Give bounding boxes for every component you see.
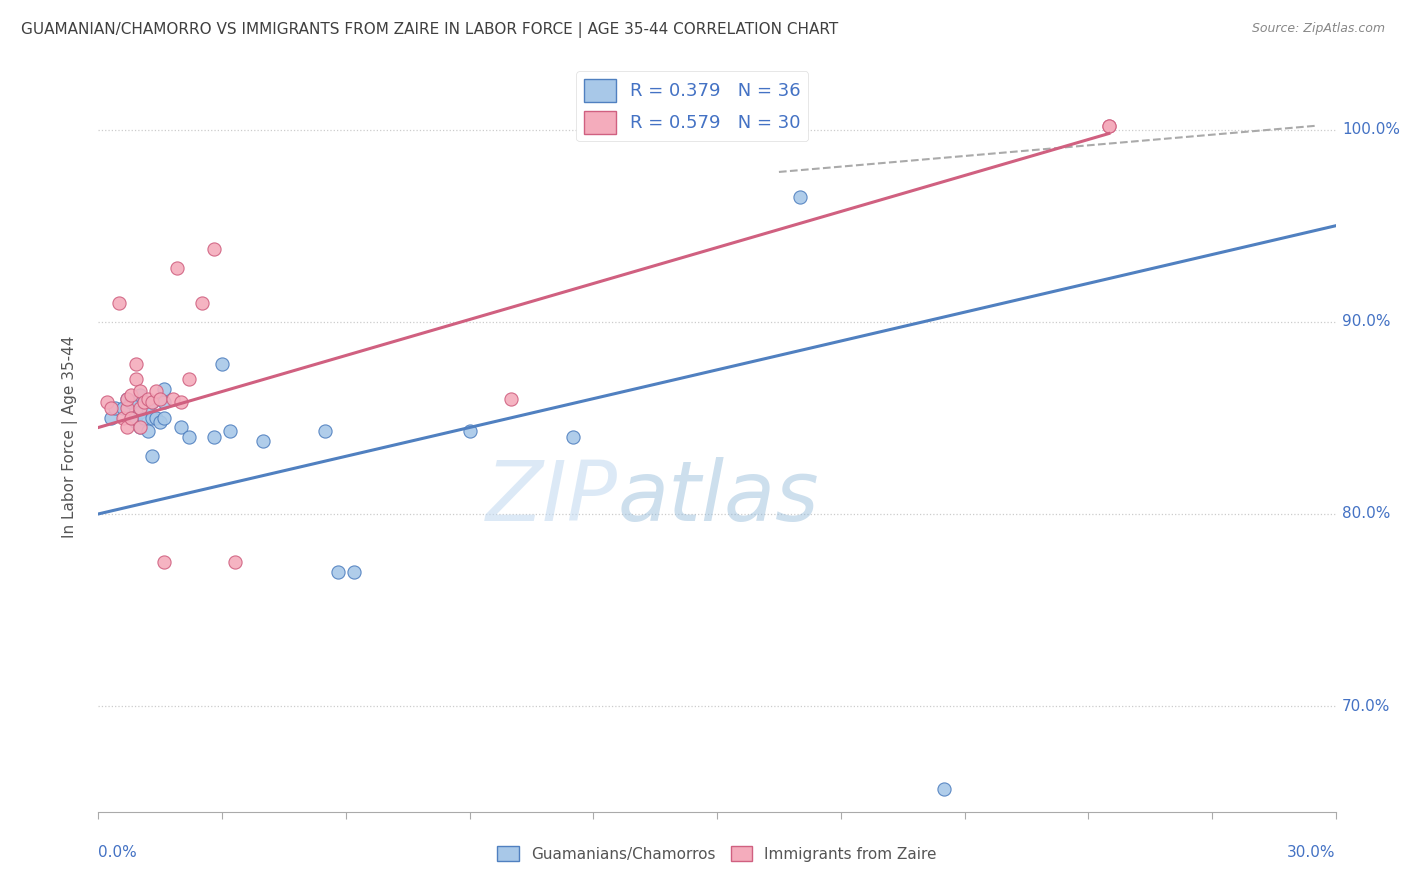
Point [179,430,201,444]
Point [141,410,163,425]
Point [1098,119,1121,133]
Point [124,372,146,386]
Point [179,372,201,386]
Point [136,392,159,406]
Point [128,420,150,434]
Point [120,395,142,409]
Text: 90.0%: 90.0% [1341,314,1391,329]
Point [117,401,139,416]
Point [149,415,172,429]
Point [100,410,122,425]
Point [132,395,155,409]
Text: GUAMANIAN/CHAMORRO VS IMMIGRANTS FROM ZAIRE IN LABOR FORCE | AGE 35-44 CORRELATI: GUAMANIAN/CHAMORRO VS IMMIGRANTS FROM ZA… [21,22,838,38]
Point [141,395,163,409]
Point [141,450,163,464]
Point [252,434,274,448]
Point [561,430,583,444]
Point [932,781,955,796]
Text: ZIP: ZIP [486,457,619,538]
Text: 80.0%: 80.0% [1341,507,1391,522]
Point [104,401,127,416]
Point [314,425,336,439]
Point [128,384,150,398]
Point [141,395,163,409]
Point [170,420,193,434]
Point [112,410,135,425]
Point [153,555,176,569]
Point [108,295,131,310]
Point [326,565,349,579]
Point [202,430,225,444]
Point [120,410,142,425]
Point [124,415,146,429]
Point [202,242,225,256]
Point [128,401,150,416]
Point [1098,119,1121,133]
Point [128,420,150,434]
Point [145,384,167,398]
Point [153,395,176,409]
Point [224,555,246,569]
Point [100,401,122,416]
Point [190,295,212,310]
Text: atlas: atlas [619,457,820,538]
Point [120,410,142,425]
Text: Source: ZipAtlas.com: Source: ZipAtlas.com [1251,22,1385,36]
Point [789,190,811,204]
Point [162,392,184,406]
Point [128,388,150,402]
Point [124,357,146,371]
Point [117,392,139,406]
Point [117,420,139,434]
Point [132,395,155,409]
Text: 0.0%: 0.0% [98,846,138,861]
Y-axis label: In Labor Force | Age 35-44: In Labor Force | Age 35-44 [62,336,77,538]
Point [117,392,139,406]
Point [219,425,242,439]
Legend: Guamanians/Chamorros, Immigrants from Zaire: Guamanians/Chamorros, Immigrants from Za… [491,839,943,868]
Text: 70.0%: 70.0% [1341,698,1391,714]
Point [112,401,135,416]
Point [132,410,155,425]
Text: 100.0%: 100.0% [1341,122,1400,137]
Point [211,357,233,371]
Point [499,392,522,406]
Point [153,382,176,396]
Point [458,425,481,439]
Text: 30.0%: 30.0% [1288,846,1336,861]
Point [136,401,159,416]
Point [120,388,142,402]
Point [96,395,118,409]
Point [149,392,172,406]
Point [136,425,159,439]
Point [128,405,150,419]
Point [343,565,366,579]
Point [145,410,167,425]
Point [124,395,146,409]
Point [166,260,188,275]
Point [170,395,193,409]
Point [153,410,176,425]
